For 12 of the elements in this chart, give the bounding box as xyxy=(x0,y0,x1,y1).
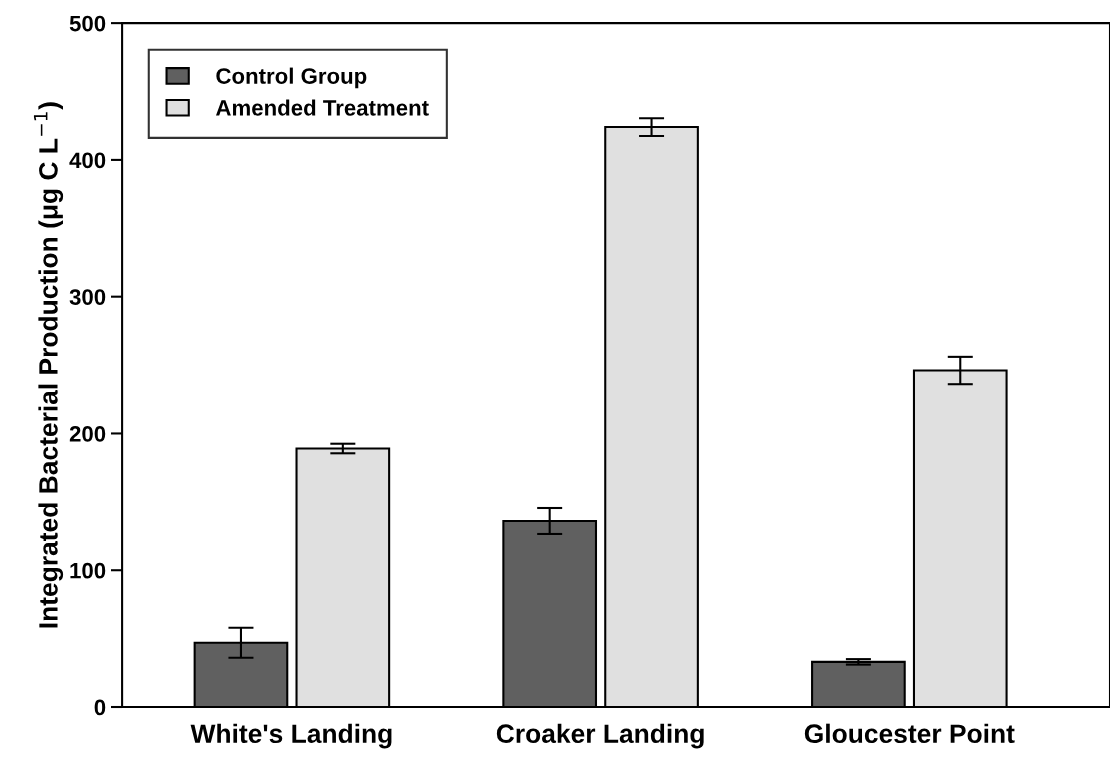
legend-label: Amended Treatment xyxy=(215,99,429,116)
y-tick-label: 400 xyxy=(69,152,106,169)
y-tick-label: 500 xyxy=(69,15,106,32)
x-tick-label: Croaker Landing xyxy=(496,723,704,749)
y-tick-label: 100 xyxy=(70,562,106,579)
y-tick-label: 200 xyxy=(69,425,106,442)
x-tick-label: White's Landing xyxy=(190,723,392,749)
y-tick-label: 300 xyxy=(69,289,106,305)
x-tick-label: Gloucester Point xyxy=(804,723,1015,744)
y-axis-title: Integrated Bacterial Production (μg C L$^{−1}$) xyxy=(33,102,64,628)
legend-label: Control Group xyxy=(216,67,367,89)
y-tick-label: 0 xyxy=(94,699,106,716)
